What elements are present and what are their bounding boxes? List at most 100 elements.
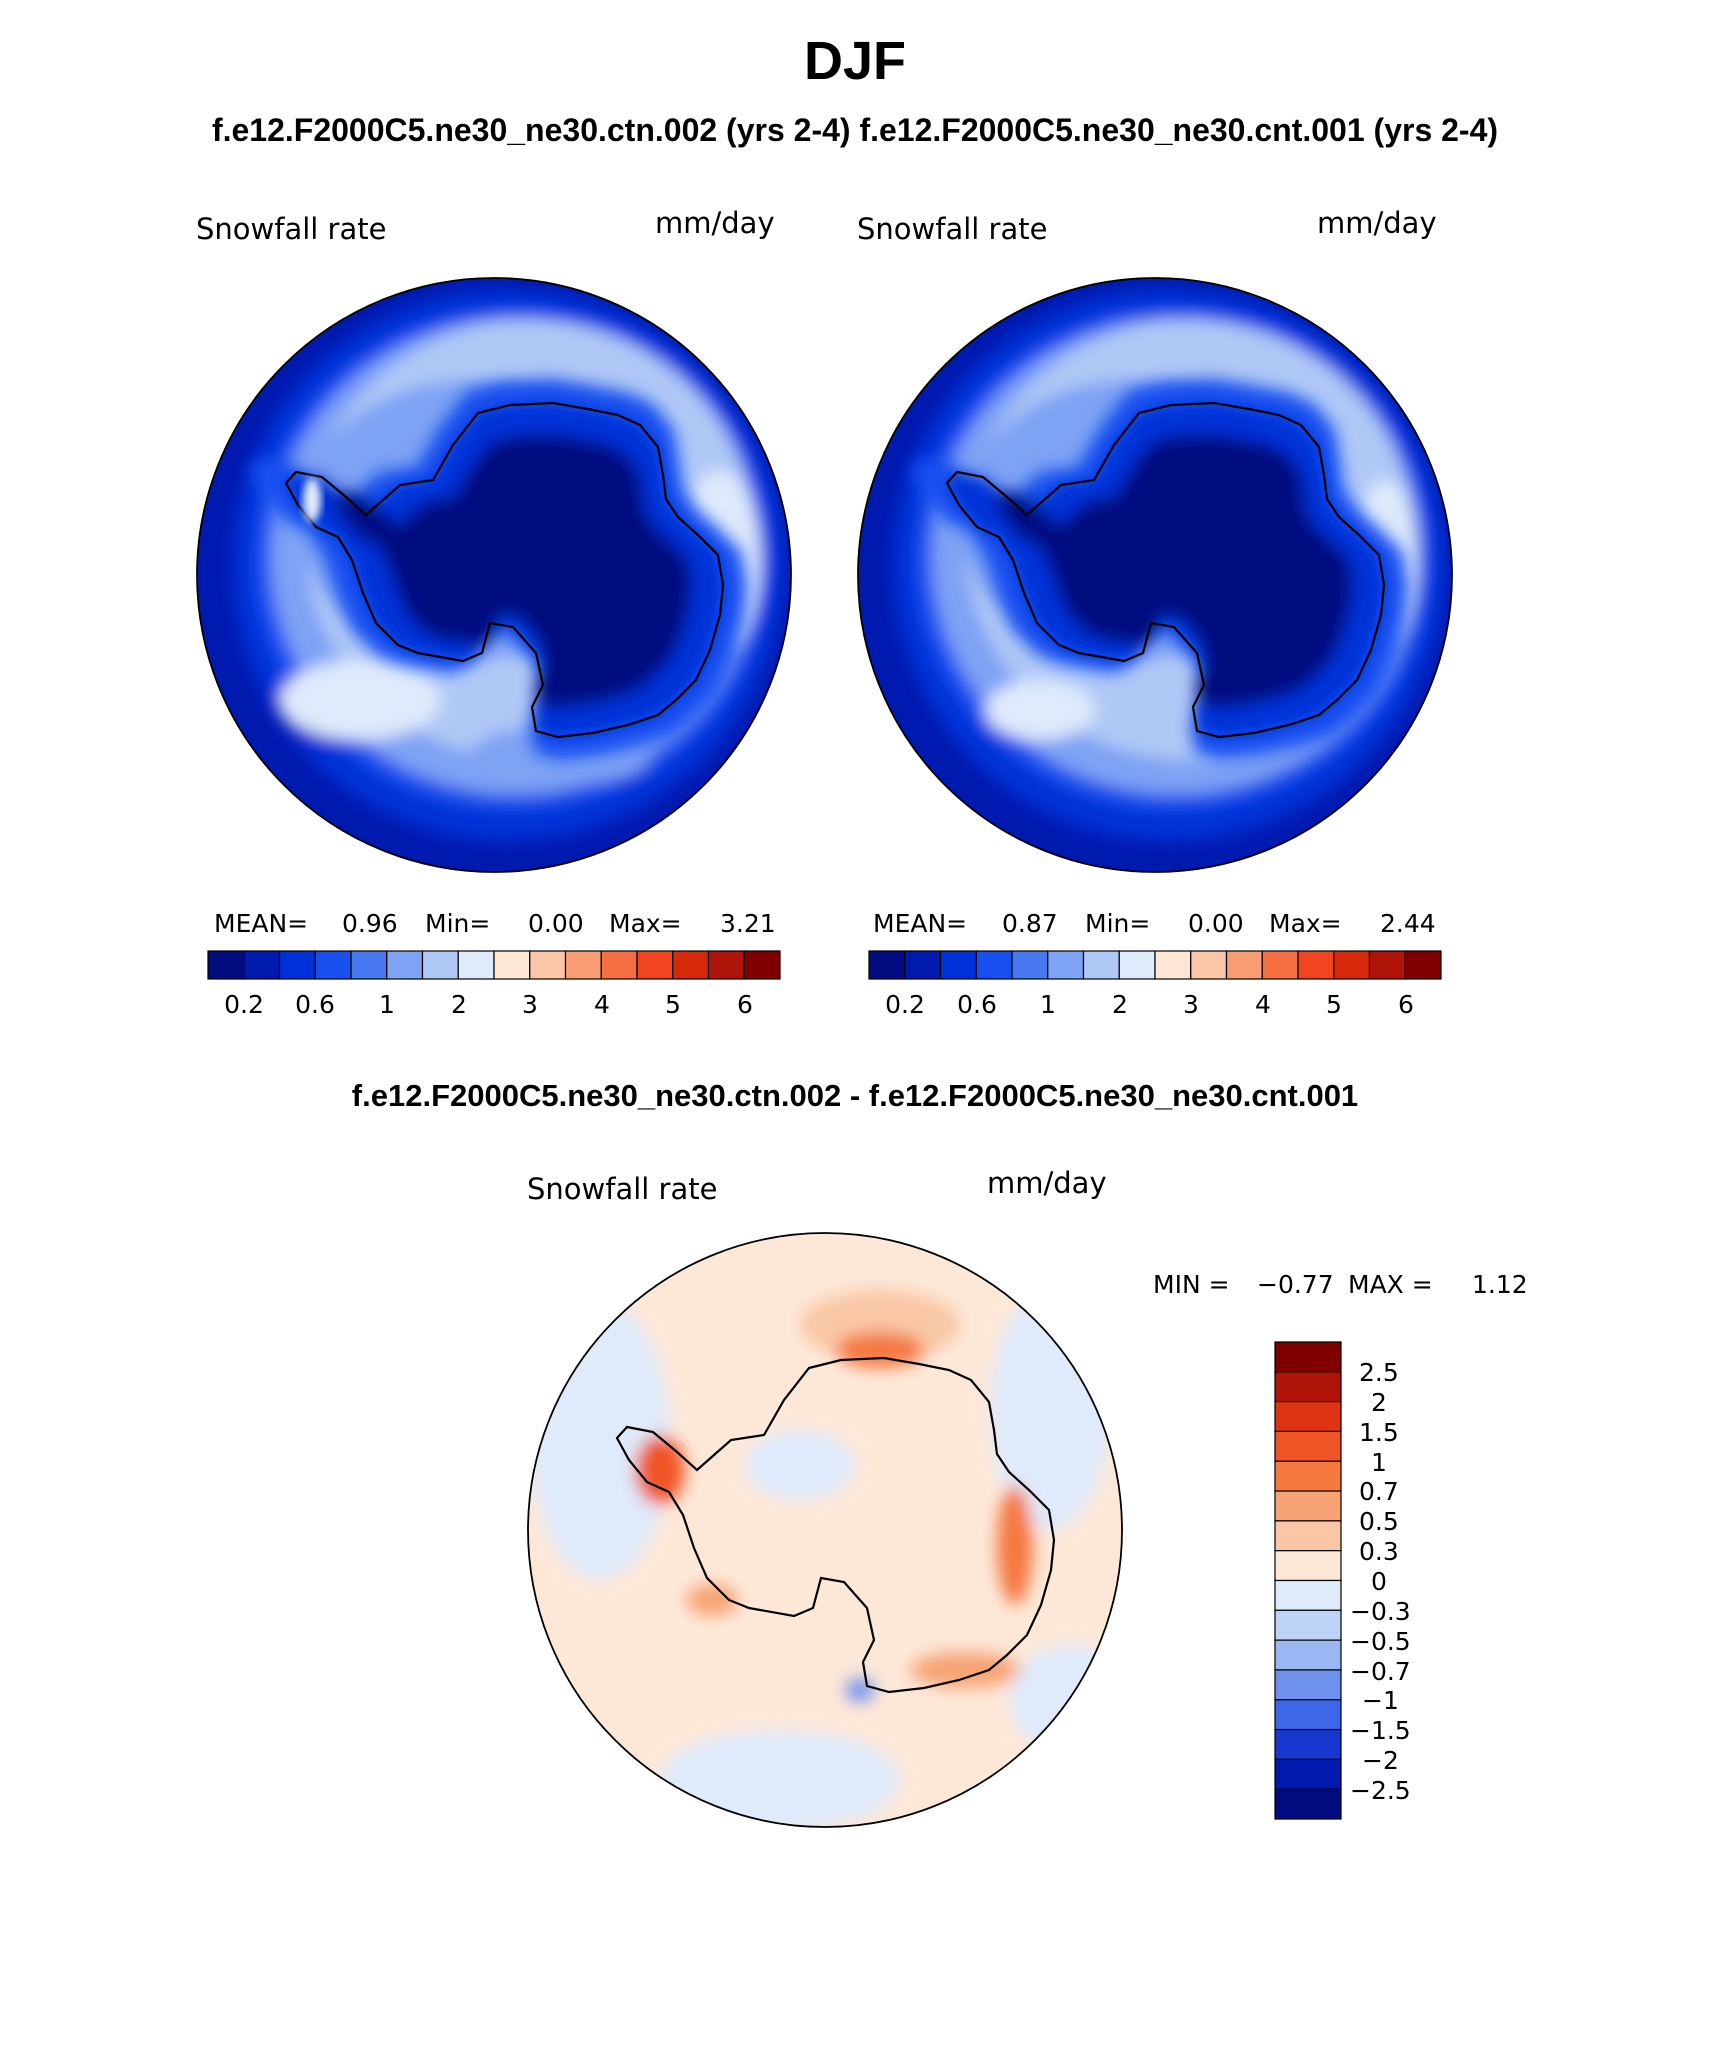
colorbar-segment [1274,1430,1342,1462]
runs-subtitle: f.e12.F2000C5.ne30_ne30.ctn.002 (yrs 2-4… [211,112,1499,148]
colorbar-segment [1274,1699,1342,1731]
colorbar-segment [1154,950,1192,980]
colorbar-segment [1274,1401,1342,1433]
panel2-colorbar-tick: 0.6 [957,990,997,1019]
colorbar-segment [868,950,906,980]
map-panel-2 [857,277,1453,873]
colorbar-segment [243,950,281,980]
colorbar-segment [493,950,531,980]
colorbar-segment [672,950,710,980]
map-boundary [527,1232,1123,1828]
diff-colorbar-tick: −0.5 [1350,1627,1411,1656]
panel2-colorbar [868,950,1442,980]
colorbar-segment [1261,950,1299,980]
diff-variable-label: Snowfall rate [527,1172,718,1206]
colorbar-segment [1274,1669,1342,1701]
panel1-colorbar-tick: 2 [451,990,467,1019]
colorbar-segment [350,950,388,980]
diff-colorbar-tick: 1.5 [1359,1418,1399,1447]
panel2-colorbar-tick: 3 [1183,990,1199,1019]
colorbar-segment [1274,1728,1342,1760]
diff-min-label: MIN = [1153,1270,1230,1299]
panel2-colorbar-tick: 0.2 [885,990,925,1019]
panel2-units-label: mm/day [1317,206,1437,240]
panel2-colorbar-tick: 2 [1112,990,1128,1019]
panel1-units-label: mm/day [655,206,775,240]
diff-colorbar-tick: −1.5 [1350,1716,1411,1745]
colorbar-segment [600,950,638,980]
panel1-colorbar-tick: 1 [379,990,395,1019]
colorbar-segment [1118,950,1156,980]
diff-max-value: 1.12 [1472,1270,1528,1299]
colorbar-segment [1274,1371,1342,1403]
colorbar-segment [529,950,567,980]
panel1-colorbar-tick: 5 [665,990,681,1019]
colorbar-segment [904,950,942,980]
panel2-colorbar-tick: 5 [1326,990,1342,1019]
colorbar-segment [1274,1520,1342,1552]
diff-colorbar-tick: 0.3 [1359,1537,1399,1566]
panel1-min-label: Min= [425,909,491,938]
panel2-mean-label: MEAN= [873,909,968,938]
colorbar-segment [1190,950,1228,980]
colorbar-segment [564,950,602,980]
diff-colorbar [1274,1341,1342,1820]
colorbar-segment [1274,1788,1342,1820]
colorbar-segment [1274,1639,1342,1671]
panel2-colorbar-tick: 4 [1255,990,1271,1019]
colorbar-segment [1011,950,1049,980]
colorbar-segment [636,950,674,980]
diff-colorbar-tick: −2.5 [1350,1776,1411,1805]
panel1-min-value: 0.00 [528,909,584,938]
panel1-colorbar [207,950,781,980]
map-boundary [857,277,1453,873]
colorbar-segment [421,950,459,980]
colorbar-segment [457,950,495,980]
map-panel-difference [527,1232,1123,1828]
map-boundary [196,277,792,873]
diff-min-value: −0.77 [1257,1270,1334,1299]
panel2-max-value: 2.44 [1380,909,1436,938]
colorbar-segment [975,950,1013,980]
diff-colorbar-tick: 2.5 [1359,1358,1399,1387]
colorbar-segment [1404,950,1442,980]
colorbar-segment [314,950,352,980]
panel1-colorbar-tick: 4 [594,990,610,1019]
colorbar-segment [1225,950,1263,980]
diff-colorbar-tick: 1 [1371,1448,1387,1477]
diff-colorbar-tick: 2 [1371,1388,1387,1417]
diff-colorbar-tick: −1 [1362,1686,1399,1715]
diff-max-label: MAX = [1348,1270,1433,1299]
panel1-max-value: 3.21 [720,909,776,938]
panel1-max-label: Max= [609,909,682,938]
colorbar-segment [207,950,245,980]
panel1-colorbar-tick: 0.2 [224,990,264,1019]
diff-colorbar-tick: 0.7 [1359,1477,1399,1506]
diff-colorbar-tick: −2 [1362,1746,1399,1775]
colorbar-segment [1274,1341,1342,1373]
panel2-min-label: Min= [1085,909,1151,938]
panel2-variable-label: Snowfall rate [857,212,1048,246]
panel2-min-value: 0.00 [1188,909,1244,938]
diff-colorbar-tick: 0.5 [1359,1507,1399,1536]
panel1-colorbar-tick: 3 [522,990,538,1019]
colorbar-segment [1047,950,1085,980]
panel1-mean-label: MEAN= [214,909,309,938]
colorbar-segment [1368,950,1406,980]
panel1-mean-value: 0.96 [342,909,398,938]
panel2-colorbar-tick: 1 [1040,990,1056,1019]
colorbar-segment [386,950,424,980]
colorbar-segment [1274,1490,1342,1522]
colorbar-segment [1274,1550,1342,1582]
diff-colorbar-tick: −0.3 [1350,1597,1411,1626]
page-title: DJF [803,31,906,91]
map-panel-1 [196,277,792,873]
panel1-colorbar-tick: 0.6 [295,990,335,1019]
colorbar-segment [1297,950,1335,980]
colorbar-segment [1082,950,1120,980]
colorbar-segment [743,950,781,980]
diff-colorbar-tick: −0.7 [1350,1657,1411,1686]
colorbar-segment [707,950,745,980]
diff-units-label: mm/day [987,1166,1107,1200]
